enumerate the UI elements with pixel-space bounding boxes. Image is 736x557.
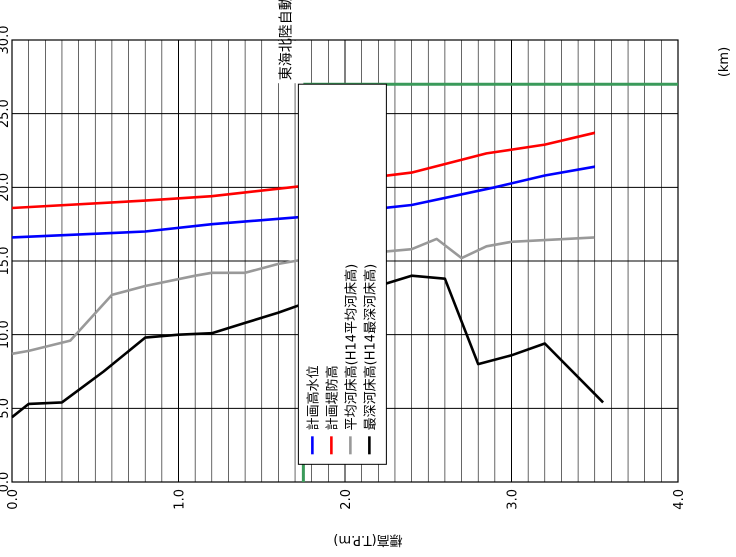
legend-label-1: 計画高水位 [305,365,321,430]
elevation-tick-label: 15.0 [0,247,12,276]
elevation-tick-label: 30.0 [0,26,12,55]
distance-tick-label: 2.0 [339,489,354,510]
elevation-tick-label: 0.0 [0,472,12,493]
legend-label-4: 最深河床高(H14最深河床高) [362,264,378,430]
legend: 計画高水位 計画堤防高 平均河床高(H14平均河床高) 最深河床高(H14最深河床高) [297,83,387,465]
distance-tick-label: 3.0 [506,489,521,510]
elevation-tick-label: 5.0 [0,398,12,419]
legend-box [297,83,387,465]
distance-tick-label: 0.0 [6,489,21,510]
annotation-label: 東海北陸自動車道 木曽川北派川橋 [277,0,294,80]
series-line-3 [11,236,595,356]
distance-tick-label: 1.0 [173,489,188,510]
axes: 30.0 25.0 20.0 15.0 10.0 5.0 0.00.0 1.0 2.0 3.0 4.… [0,26,732,548]
plot-border [11,39,679,483]
annotation-label-bg [271,41,298,84]
elevation-tick-label: 25.0 [0,99,12,128]
distance-axis-title: (km) [717,47,732,77]
distance-tick-label: 4.0 [672,489,687,510]
series-line-4 [11,274,605,419]
legend-label-3: 平均河床高(H14平均河床高) [343,264,359,430]
elevation-tick-label: 20.0 [0,173,12,202]
legend-label-2: 計画堤防高 [324,365,340,430]
elevation-tick-label: 10.0 [0,320,12,349]
elevation-axis-title: 標高(T.P.m) [333,532,402,548]
